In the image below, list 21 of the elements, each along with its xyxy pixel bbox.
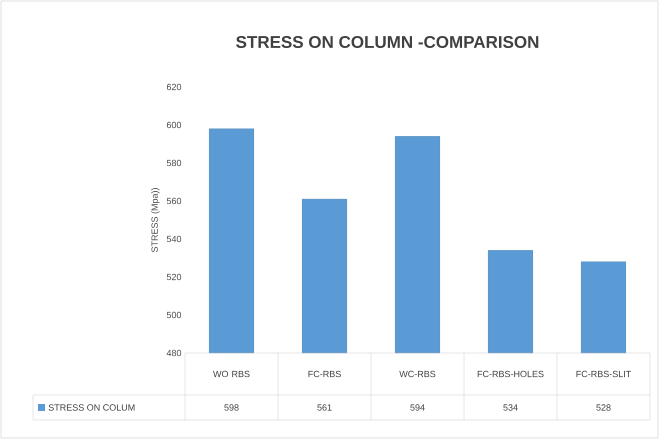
data-label: 534 — [503, 404, 518, 411]
y-tick-label: 480 — [166, 350, 182, 356]
y-tick-label: 500 — [166, 312, 182, 318]
x-tick-label: FC-RBS-SLIT — [576, 370, 632, 378]
y-tick-label: 620 — [166, 84, 182, 90]
y-tick-label: 560 — [166, 198, 182, 204]
x-tick-label: WO RBS — [213, 370, 250, 378]
y-tick-label: 520 — [166, 274, 182, 280]
legend-label: STRESS ON COLUM — [48, 404, 134, 411]
x-tick-label: WC-RBS — [399, 370, 436, 378]
y-tick-label: 540 — [166, 236, 182, 242]
y-axis-title: STRESS (Mpa)) — [151, 188, 160, 252]
y-tick-label: 600 — [166, 122, 182, 128]
data-label: 598 — [224, 404, 239, 411]
x-tick-label: FC-RBS — [308, 370, 341, 378]
data-label: 561 — [317, 404, 332, 411]
data-label: 594 — [410, 404, 425, 411]
data-label: 528 — [596, 404, 611, 411]
chart-title: STRESS ON COLUMN -COMPARISON — [236, 36, 538, 48]
x-tick-label: FC-RBS-HOLES — [478, 370, 544, 378]
y-tick-label: 580 — [166, 160, 182, 166]
